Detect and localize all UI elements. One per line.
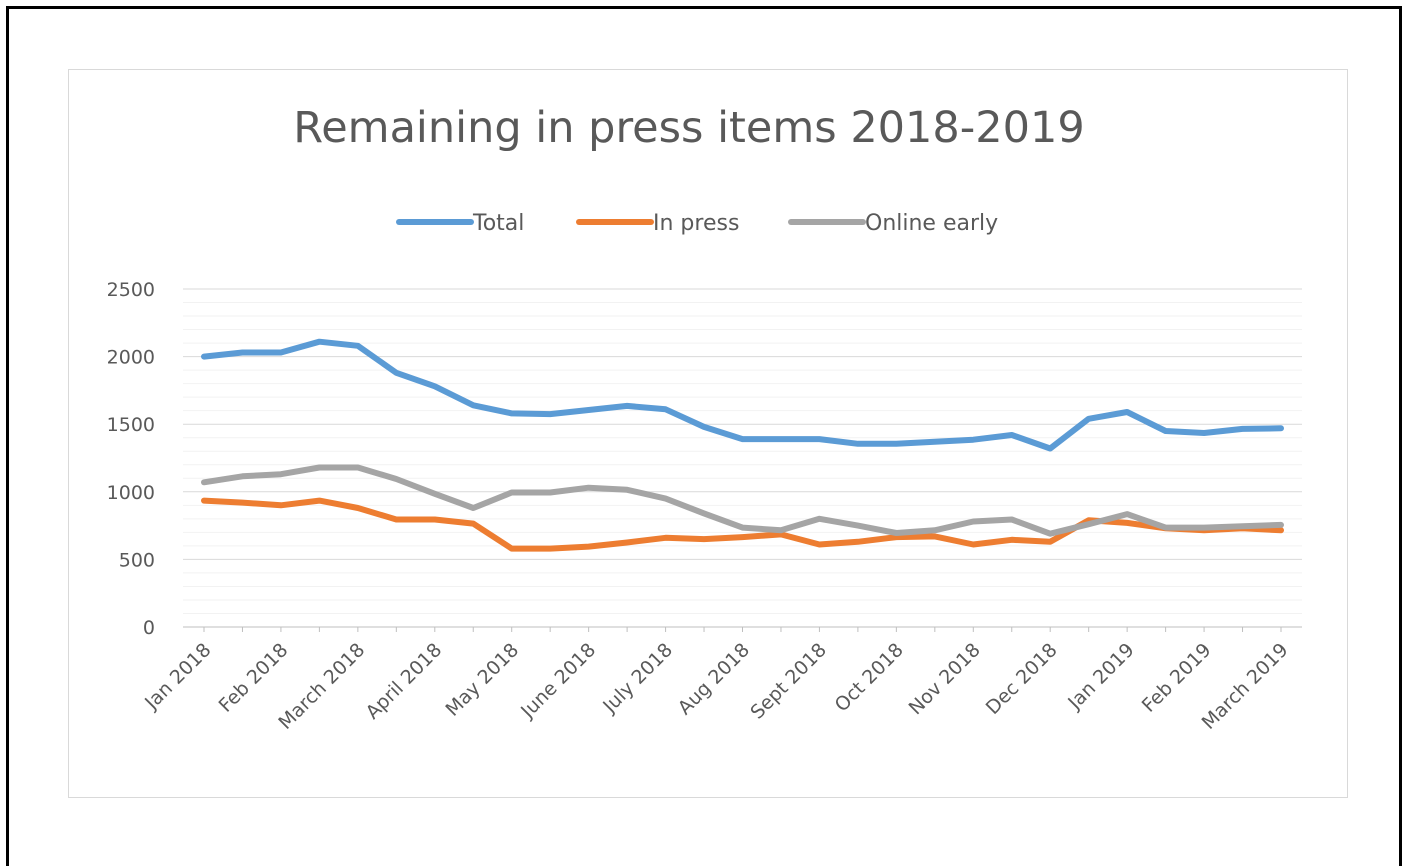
x-tick-label: Aug 2018 — [674, 639, 754, 719]
y-tick-label: 1500 — [107, 414, 155, 436]
x-tick-label: Oct 2018 — [831, 639, 908, 716]
y-tick-label: 2000 — [107, 347, 155, 369]
y-tick-label: 0 — [143, 617, 155, 639]
series-line-online-early — [201, 464, 1284, 537]
x-tick-label: Jan 2018 — [140, 639, 215, 714]
chart-container: 0 500 1000 1500 2000 2500 Jan 2018 Feb 2018 Marc… — [68, 69, 1348, 798]
x-tick-label: April 2018 — [362, 639, 447, 724]
x-tick-label: Feb 2018 — [215, 639, 293, 717]
x-tick-label: May 2018 — [441, 639, 523, 721]
x-tick-label: Feb 2019 — [1138, 639, 1216, 717]
x-tick-label: Sept 2018 — [746, 639, 831, 724]
y-tick-label: 2500 — [107, 279, 155, 301]
grid-lines — [183, 288, 1302, 614]
y-tick-label: 1000 — [107, 482, 155, 504]
y-tick-label: 500 — [119, 549, 155, 571]
x-tick-label: Jan 2019 — [1063, 639, 1138, 714]
legend-label-total: Total — [472, 211, 524, 236]
legend-label-online-early: Online early — [865, 211, 998, 236]
series-line-total — [201, 338, 1284, 452]
x-tick-label: July 2018 — [598, 639, 677, 718]
x-tick-label: June 2018 — [516, 639, 600, 723]
legend-label-in-press: In press — [653, 211, 739, 236]
series-lines — [201, 338, 1284, 552]
chart-title: Remaining in press items 2018-2019 — [293, 103, 1084, 153]
legend: Total In press Online early — [396, 211, 998, 236]
x-tick-label: Dec 2018 — [982, 639, 1062, 719]
axes — [183, 626, 1302, 632]
x-tick-label: Nov 2018 — [905, 639, 985, 719]
